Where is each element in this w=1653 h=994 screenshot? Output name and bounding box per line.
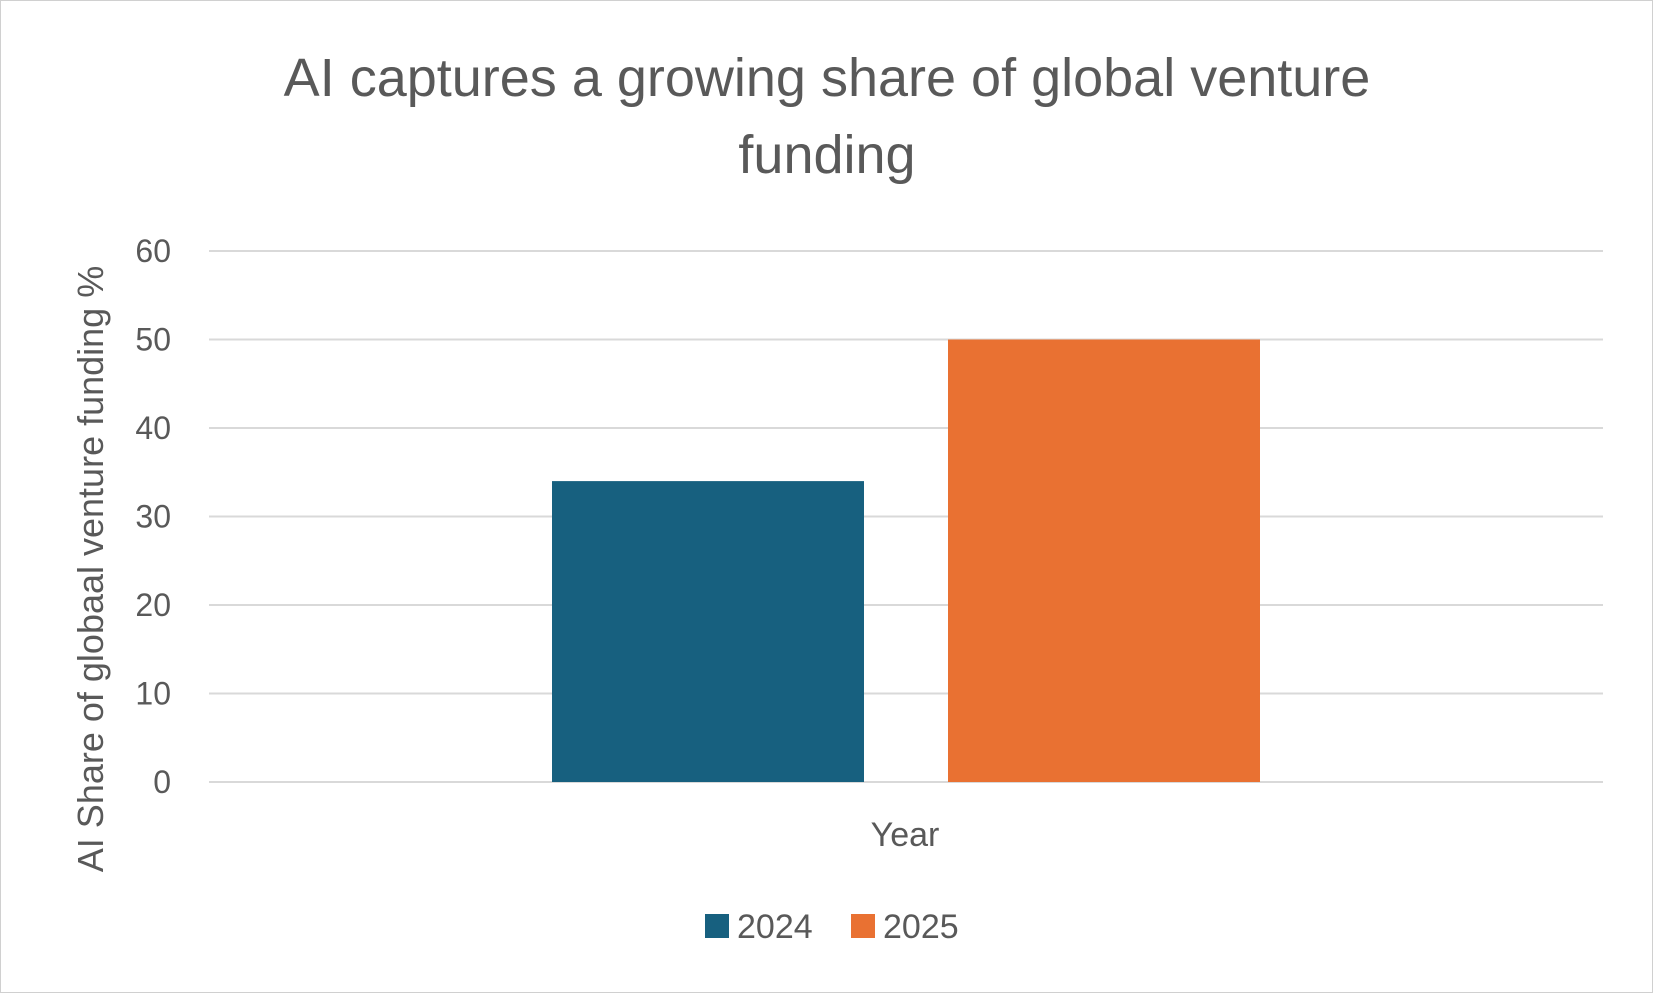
x-category-label: Year [871,816,940,854]
y-tick-label-50: 50 [135,322,171,358]
y-tick-label-60: 60 [135,233,171,269]
y-axis-ticks: 0 10 20 30 40 50 60 [135,233,171,800]
bar-2025 [948,339,1260,782]
y-tick-label-20: 20 [135,587,171,623]
gridlines [209,250,1603,783]
y-axis-label: AI Share of globaal venture funding % [70,266,111,872]
y-tick-label-30: 30 [135,499,171,535]
chart-title-line-2: funding [738,125,915,185]
y-tick-label-0: 0 [153,764,171,800]
legend-label-2024: 2024 [737,908,813,946]
y-tick-label-40: 40 [135,410,171,446]
legend-swatch-2024 [705,914,729,938]
bar-2024 [552,481,864,782]
chart-title-line-1: AI captures a growing share of global ve… [284,48,1371,108]
y-tick-label-10: 10 [135,676,171,712]
bars [552,339,1260,782]
legend: 2024 2025 [705,908,959,946]
legend-swatch-2025 [851,914,875,938]
legend-label-2025: 2025 [883,908,959,946]
